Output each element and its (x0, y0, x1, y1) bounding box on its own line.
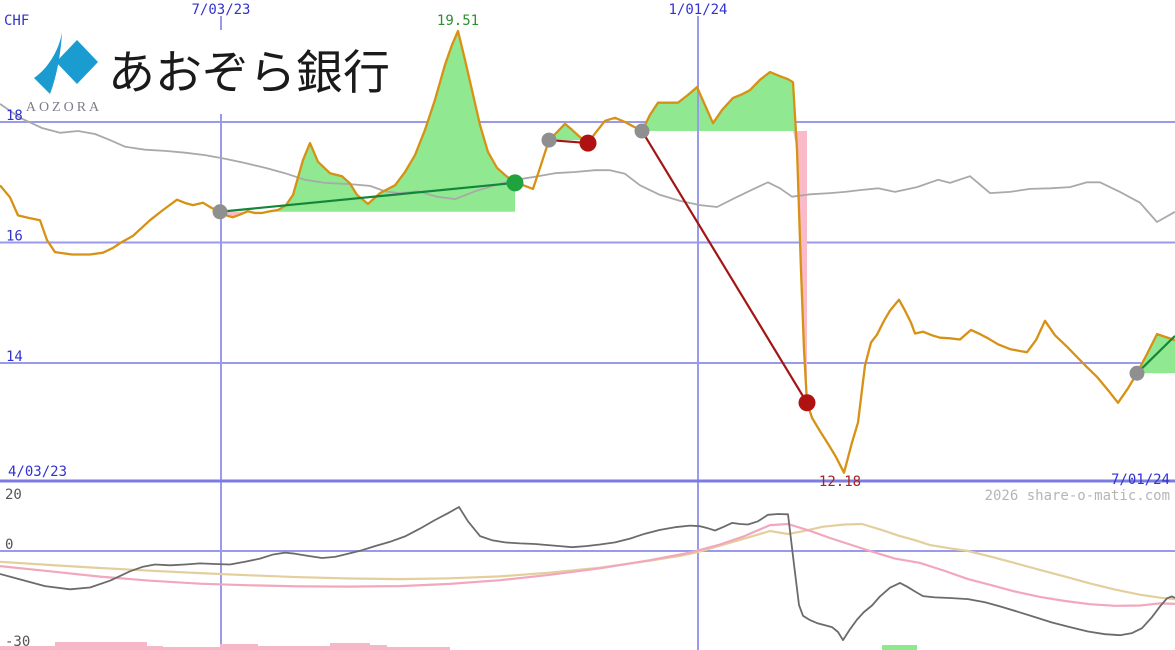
watermark-text: 2026 share-o-matic.com (985, 488, 1170, 504)
oscillator-gridlines (0, 479, 1175, 552)
exit-dot-win (506, 174, 524, 192)
trade-line-loss (641, 130, 808, 404)
trade-line-win (219, 181, 516, 213)
aozora-logo: あおぞら銀行 AOZORA (26, 30, 390, 115)
pink-signal-bar (147, 646, 163, 650)
date-label-start: 4/03/23 (8, 464, 67, 480)
low-price-label: 12.18 (819, 474, 861, 490)
pink-signal-bar (163, 647, 220, 650)
oscillator-tick-label: 20 (5, 487, 22, 503)
high-price-label: 19.51 (437, 13, 479, 29)
entry-dot (634, 123, 650, 139)
pink-signal-bar (0, 646, 55, 650)
pink-signal-bar (330, 643, 370, 650)
oscillator-tick-label: -30 (5, 634, 30, 650)
bottom-signal-bars (0, 642, 917, 650)
entry-dot (1129, 365, 1145, 381)
trade-line-open (1136, 335, 1175, 375)
axis-labels: CHF 2026 share-o-matic.com 18 16 14 7/03/23… (4, 2, 1170, 650)
price-series (0, 29, 1175, 474)
benchmark-line (0, 103, 1175, 223)
price-tick-label: 16 (6, 229, 23, 245)
logo-japanese-name: あおぞら銀行 (108, 46, 390, 101)
date-label-end: 7/01/24 (1111, 472, 1170, 488)
logo-english-name: AOZORA (26, 100, 102, 115)
exit-dot-loss (798, 394, 816, 412)
price-tick-label: 18 (6, 108, 23, 124)
entry-dot (541, 132, 557, 148)
momentum-line (0, 506, 1175, 641)
pink-signal-bar (370, 645, 387, 650)
pink-signal-bar (258, 646, 330, 650)
currency-label: CHF (4, 13, 29, 29)
pink-signal-bar (387, 647, 450, 650)
profit-fill (642, 72, 807, 131)
profit-fill (220, 31, 515, 212)
pink-signal-bar (220, 644, 258, 650)
signal-line (0, 522, 1175, 607)
date-gridlines (220, 16, 699, 650)
date-label-top: 7/03/23 (191, 2, 250, 18)
pink-signal-bar (55, 642, 147, 650)
exit-dot-loss (579, 134, 597, 152)
oscillator-tick-label: 0 (5, 537, 13, 553)
price-gridlines (0, 121, 1175, 364)
aozora-logo-mark-icon (34, 32, 98, 94)
average-line (0, 522, 1175, 601)
price-line (0, 29, 1175, 474)
price-tick-label: 14 (6, 349, 23, 365)
trade-markers (212, 123, 1145, 412)
entry-dot (212, 204, 228, 220)
oscillator-series (0, 506, 1175, 641)
green-signal-bar (882, 645, 917, 650)
date-label-top: 1/01/24 (668, 2, 727, 18)
